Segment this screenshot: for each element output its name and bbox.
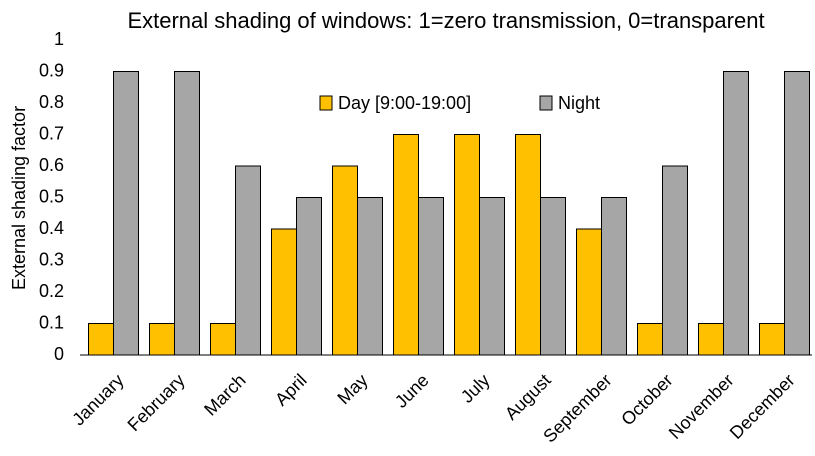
legend-swatch <box>539 95 553 111</box>
bar <box>149 323 175 356</box>
bar <box>723 71 749 356</box>
legend-swatch <box>319 95 333 111</box>
bar <box>296 197 322 356</box>
x-tick-label: February <box>124 370 189 435</box>
x-tick-label: August <box>501 370 555 424</box>
y-tick-label: 0.4 <box>39 218 64 238</box>
x-tick-label: June <box>391 370 433 412</box>
x-tick-label: July <box>457 370 494 407</box>
bar <box>210 323 236 356</box>
chart-title: External shading of windows: 1=zero tran… <box>127 8 764 33</box>
bar <box>271 228 297 356</box>
bar <box>393 134 419 356</box>
y-tick-label: 0.3 <box>39 249 64 269</box>
bar <box>662 165 688 356</box>
x-tick-label: March <box>200 370 250 420</box>
bar <box>418 197 444 356</box>
y-tick-label: 0.7 <box>39 123 64 143</box>
y-tick-label: 0.5 <box>39 186 64 206</box>
x-tick-label: November <box>665 370 738 443</box>
bar <box>540 197 566 356</box>
x-tick-label: January <box>68 370 127 429</box>
x-tick-label: December <box>726 370 799 443</box>
bar <box>698 323 724 356</box>
x-tick-label: May <box>333 370 371 408</box>
bar <box>235 165 261 356</box>
legend-label: Day [9:00-19:00] <box>338 93 471 113</box>
bar <box>174 71 200 356</box>
bar <box>601 197 627 356</box>
y-tick-label: 0 <box>54 344 64 364</box>
bar <box>88 323 114 356</box>
y-tick-label: 0.1 <box>39 312 64 332</box>
y-axis-label: External shading factor <box>9 106 29 290</box>
bar <box>479 197 505 356</box>
bar <box>784 71 810 356</box>
y-tick-label: 0.8 <box>39 92 64 112</box>
legend-label: Night <box>558 93 600 113</box>
bar <box>357 197 383 356</box>
bar <box>515 134 541 356</box>
x-tick-label: October <box>617 370 676 429</box>
bar <box>759 323 785 356</box>
bar <box>576 228 602 356</box>
y-tick-label: 0.6 <box>39 155 64 175</box>
y-tick-label: 1 <box>54 29 64 49</box>
bar <box>454 134 480 356</box>
bar <box>113 71 139 356</box>
y-tick-label: 0.2 <box>39 281 64 301</box>
bar <box>637 323 663 356</box>
x-tick-label: April <box>271 370 311 410</box>
y-tick-label: 0.9 <box>39 60 64 80</box>
bar <box>332 165 358 356</box>
